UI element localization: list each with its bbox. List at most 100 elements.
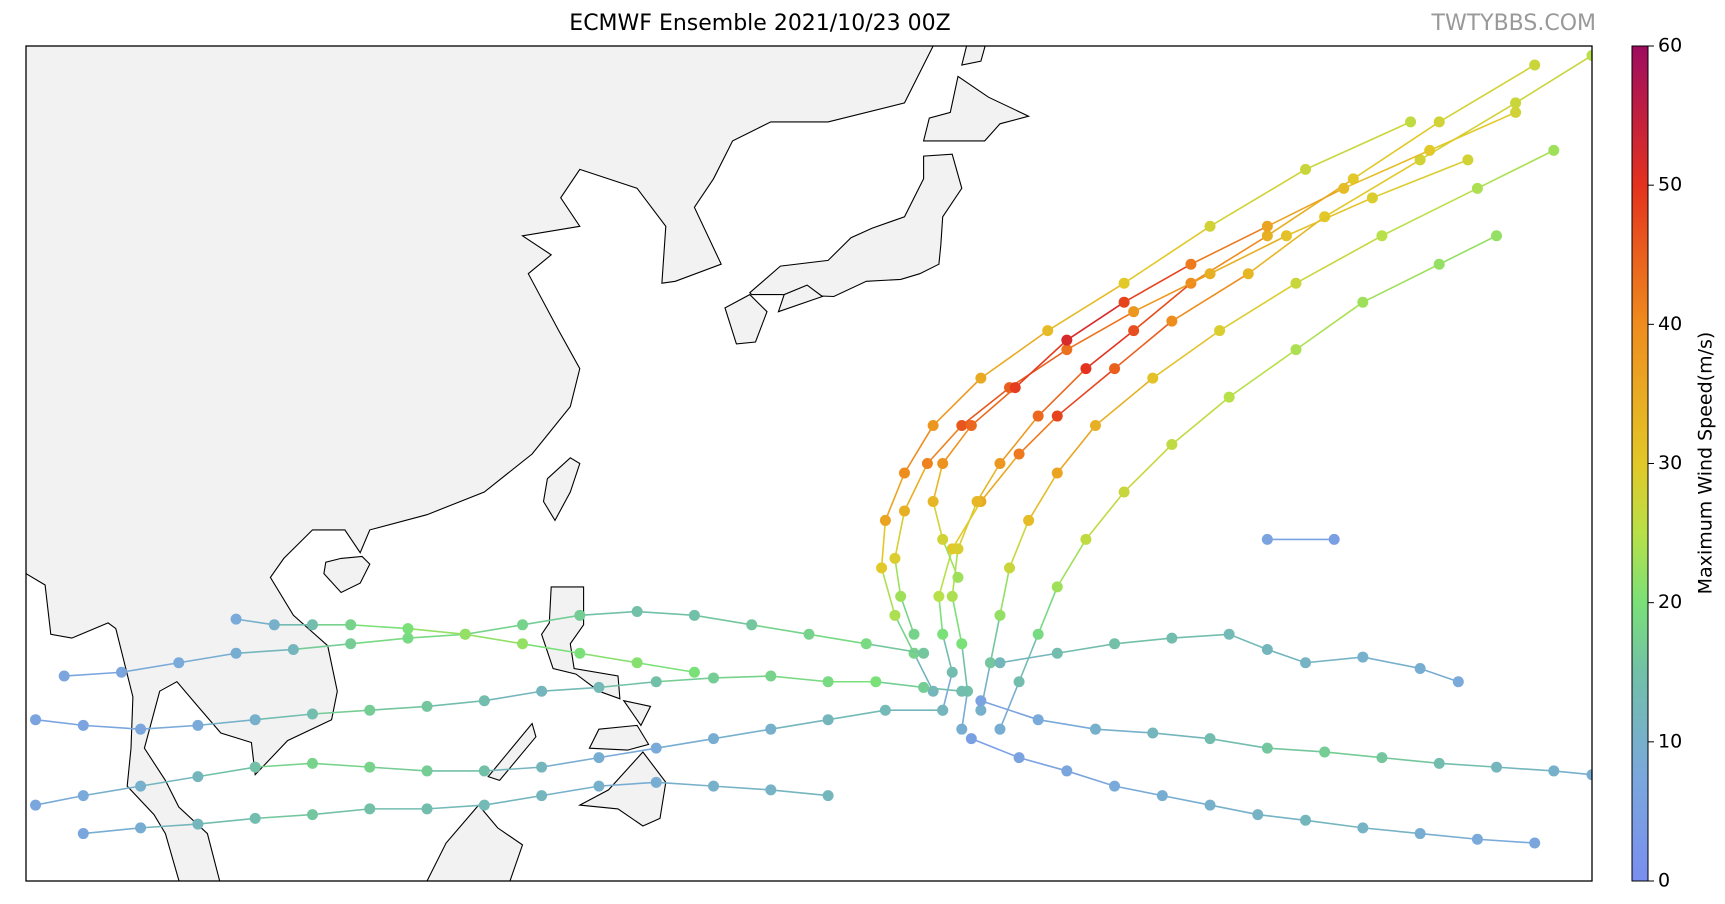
track [876,116,1417,697]
colorbar-tick-label: 60 [1658,35,1682,57]
track-point [1223,391,1235,403]
track-segment [1085,330,1135,370]
track-point [1433,258,1445,270]
track-segment [1056,538,1087,588]
track-point [994,609,1006,621]
track-segment [255,813,313,820]
track-segment [880,520,887,568]
track-point [889,609,901,621]
track-point [688,609,700,621]
track-point [688,666,700,678]
track-point [402,632,414,644]
track-segment [541,686,599,693]
track-point [1118,277,1130,289]
track-point [306,809,318,821]
track-point [1491,230,1503,242]
track-segment [1515,54,1592,104]
track-point [1204,220,1216,232]
track-segment [1286,197,1373,237]
track-point [965,733,977,745]
track-point [364,761,376,773]
track-point [1319,746,1331,758]
track-point [631,657,643,669]
track-point [956,638,968,650]
track-segment [1267,648,1306,664]
track-segment [938,596,944,635]
track-point [1156,790,1168,802]
track-segment [1228,348,1297,398]
track [1261,533,1340,545]
track-point [249,812,261,824]
track [927,106,1522,583]
track-segment [1014,339,1068,389]
track-segment [884,472,906,521]
landmass [426,804,524,881]
track-segment [1027,472,1058,521]
track-segment [1018,415,1058,455]
track-point [421,765,433,777]
track-segment [913,652,934,692]
track-segment [1362,263,1440,303]
track-segment [989,615,1001,663]
track-segment [312,762,370,768]
track-point [268,619,280,631]
track-segment [369,705,428,712]
track-segment [808,633,867,645]
track-segment [1419,667,1459,683]
track-point [1510,97,1522,109]
track-segment [407,627,466,636]
track-point [1290,344,1302,356]
track-point [536,761,548,773]
track-point [30,799,42,811]
track-segment [1123,225,1211,284]
track-segment [484,794,542,806]
colorbar-tick-label: 30 [1658,452,1682,474]
track-point [135,780,147,792]
track-point [908,628,920,640]
track [994,230,1503,735]
track-point [708,733,720,745]
track-point [421,700,433,712]
track-point [937,704,949,716]
track-point [1357,296,1369,308]
track-segment [197,718,256,727]
track-segment [1438,64,1536,123]
landmass [542,457,581,522]
track-point [918,647,930,659]
track-segment [899,596,915,635]
track-point [1089,420,1101,432]
track-segment [235,618,275,626]
track-point [1128,325,1140,337]
track-point [1300,814,1312,826]
track-point [77,790,89,802]
track-point [956,723,968,735]
track-point [1147,372,1159,384]
track-point [77,828,89,840]
track-point [459,628,471,640]
track-segment [1171,633,1230,639]
track-point [1433,757,1445,769]
track-segment [178,652,237,664]
track-segment [1190,235,1268,284]
track-point [1185,258,1197,270]
track-point [1118,296,1130,308]
track-point [1357,822,1369,834]
track-point [1166,315,1178,327]
track-segment [140,823,198,829]
track-segment [1209,235,1287,275]
track-segment [1429,111,1516,152]
track-point [822,676,834,688]
track [30,704,949,811]
track-point [937,458,949,469]
track-point [536,685,548,697]
track-segment [951,548,959,597]
track-point [1023,514,1035,526]
track-segment [656,737,714,749]
track-point [1042,325,1054,337]
track-segment [1477,838,1535,844]
track-segment [35,718,84,727]
track-point [345,638,357,650]
track-point [1109,363,1121,375]
track-segment [951,596,963,644]
